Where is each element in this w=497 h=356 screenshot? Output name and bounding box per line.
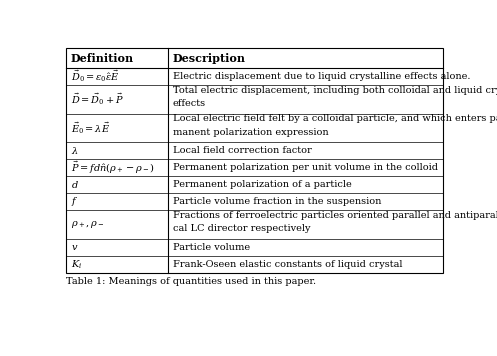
- Text: Definition: Definition: [71, 53, 134, 64]
- Text: $v$: $v$: [71, 243, 78, 252]
- Text: Frank-Oseen elastic constants of liquid crystal: Frank-Oseen elastic constants of liquid …: [172, 260, 402, 269]
- Text: $d$: $d$: [71, 179, 79, 190]
- Text: $\rho_+, \rho_-$: $\rho_+, \rho_-$: [71, 219, 104, 230]
- Text: Permanent polarization per unit volume in the colloid: Permanent polarization per unit volume i…: [172, 163, 437, 173]
- Text: $\vec{E}_0 = \lambda\vec{E}$: $\vec{E}_0 = \lambda\vec{E}$: [71, 120, 110, 136]
- Text: $\vec{P} = fd\hat{n}(\rho_+ - \rho_-)$: $\vec{P} = fd\hat{n}(\rho_+ - \rho_-)$: [71, 160, 155, 176]
- Text: Table 1: Meanings of quantities used in this paper.: Table 1: Meanings of quantities used in …: [66, 277, 316, 286]
- Text: $K_i$: $K_i$: [71, 258, 82, 271]
- Text: Total electric displacement, including both colloidal and liquid crystalline: Total electric displacement, including b…: [172, 86, 497, 95]
- Text: Permanent polarization of a particle: Permanent polarization of a particle: [172, 180, 351, 189]
- Text: effects: effects: [172, 99, 206, 108]
- Text: $f$: $f$: [71, 195, 78, 209]
- Text: $\vec{D} = \vec{D}_0 + \vec{P}$: $\vec{D} = \vec{D}_0 + \vec{P}$: [71, 91, 124, 107]
- Text: Fractions of ferroelectric particles oriented parallel and antiparallel to the l: Fractions of ferroelectric particles ori…: [172, 211, 497, 220]
- Text: Local electric field felt by a colloidal particle, and which enters particle per: Local electric field felt by a colloidal…: [172, 114, 497, 124]
- Text: $\vec{D}_0 = \varepsilon_0 \hat{\varepsilon}\vec{E}$: $\vec{D}_0 = \varepsilon_0 \hat{\varepsi…: [71, 68, 119, 84]
- Text: Electric displacement due to liquid crystalline effects alone.: Electric displacement due to liquid crys…: [172, 72, 470, 81]
- Text: manent polarization expression: manent polarization expression: [172, 127, 328, 137]
- Text: cal LC director respectively: cal LC director respectively: [172, 224, 310, 233]
- Text: $\lambda$: $\lambda$: [71, 146, 78, 157]
- Bar: [66, 48, 443, 273]
- Text: Particle volume: Particle volume: [172, 243, 249, 252]
- Text: Local field correction factor: Local field correction factor: [172, 147, 311, 156]
- Text: Description: Description: [172, 53, 246, 64]
- Text: Particle volume fraction in the suspension: Particle volume fraction in the suspensi…: [172, 198, 381, 206]
